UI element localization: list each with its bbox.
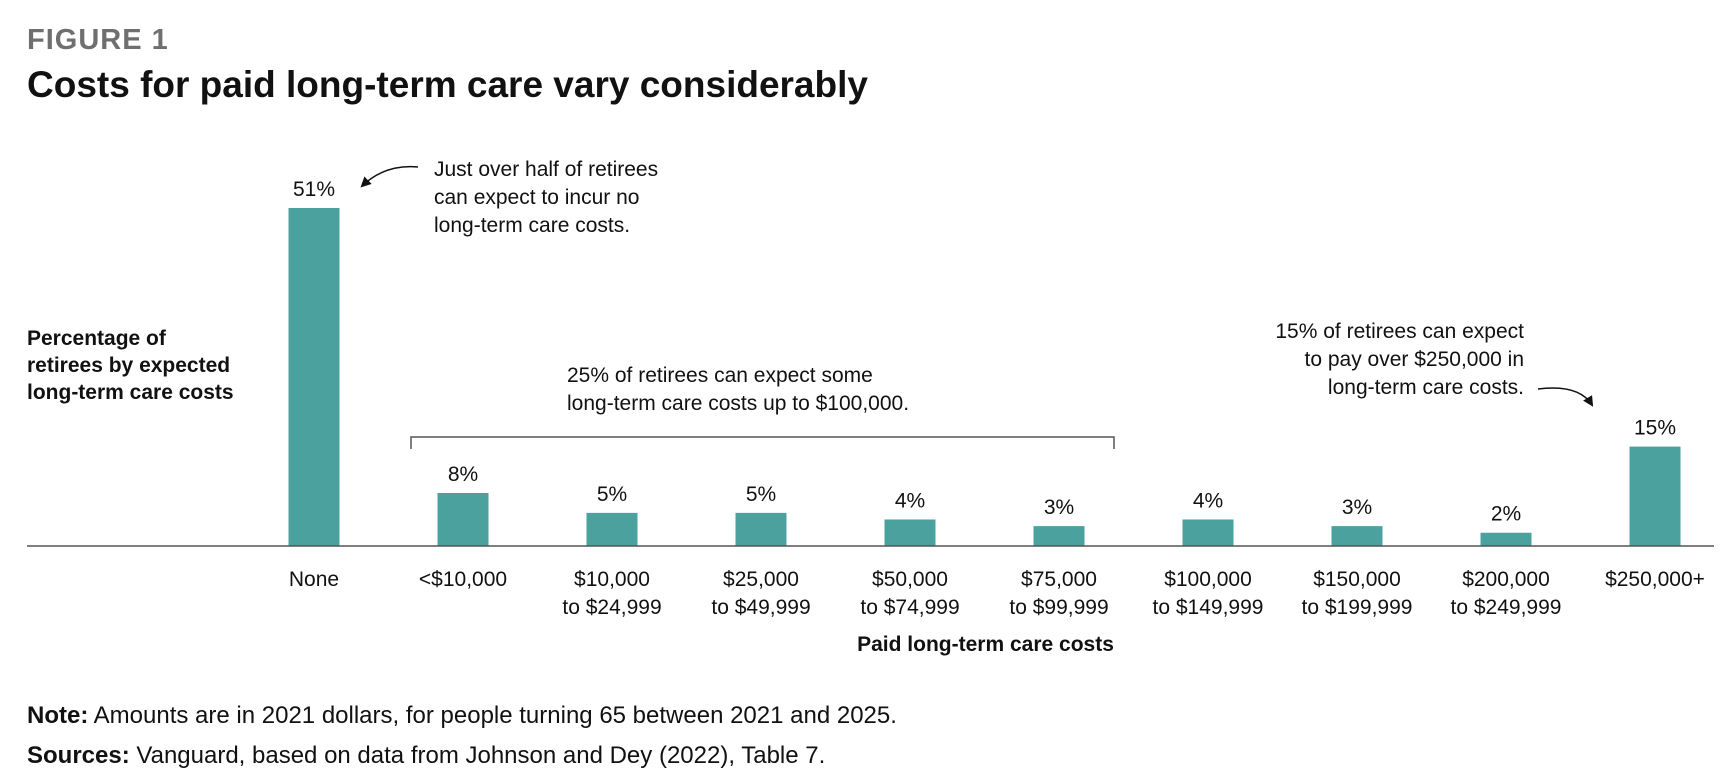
data-label: 2% bbox=[1491, 503, 1521, 526]
sources-label: Sources: bbox=[27, 742, 130, 769]
x-tick-label: $100,000 bbox=[1164, 568, 1252, 591]
x-tick-label: $50,000 bbox=[872, 568, 948, 591]
y-axis-label-line: retirees by expected bbox=[27, 354, 231, 377]
x-tick-label: None bbox=[289, 568, 339, 591]
bar bbox=[288, 208, 340, 546]
x-tick-label: $250,000+ bbox=[1605, 568, 1705, 591]
x-axis-label: Paid long-term care costs bbox=[857, 633, 1114, 656]
x-tick-label: <$10,000 bbox=[419, 568, 507, 591]
annotation-high-costs: 15% of retirees can expect to pay over $… bbox=[1180, 318, 1524, 402]
x-tick-label: to $149,999 bbox=[1153, 596, 1264, 619]
sources: Sources: Vanguard, based on data from Jo… bbox=[27, 742, 825, 770]
data-label: 5% bbox=[597, 483, 627, 506]
bar bbox=[1480, 532, 1532, 546]
annotation-line: 25% of retirees can expect some bbox=[567, 364, 873, 387]
annotation-no-costs: Just over half of retirees can expect to… bbox=[434, 156, 658, 240]
bar bbox=[1629, 446, 1681, 546]
bar bbox=[586, 512, 638, 546]
note-label: Note: bbox=[27, 702, 89, 729]
data-label: 4% bbox=[895, 489, 925, 512]
x-tick-label: $10,000 bbox=[574, 568, 650, 591]
annotation-line: long-term care costs up to $100,000. bbox=[567, 392, 910, 415]
y-axis-label-line: long-term care costs bbox=[27, 381, 234, 404]
annotation-line: to pay over $250,000 in bbox=[1304, 348, 1525, 371]
x-tick-label: to $249,999 bbox=[1451, 596, 1562, 619]
annotation-line: Just over half of retirees bbox=[434, 158, 659, 181]
sources-text: Vanguard, based on data from Johnson and… bbox=[129, 742, 826, 769]
bar bbox=[884, 519, 936, 546]
y-axis-label-line: Percentage of bbox=[27, 327, 166, 350]
bracket bbox=[410, 436, 1115, 449]
bar bbox=[1033, 526, 1085, 546]
x-tick-label: $150,000 bbox=[1313, 568, 1401, 591]
figure-label: FIGURE 1 bbox=[27, 24, 169, 56]
note: Note: Amounts are in 2021 dollars, for p… bbox=[27, 702, 897, 730]
data-label: 3% bbox=[1044, 496, 1074, 519]
x-tick-label: $200,000 bbox=[1462, 568, 1550, 591]
chart-title: Costs for paid long-term care vary consi… bbox=[27, 64, 868, 105]
data-label: 51% bbox=[293, 178, 335, 201]
annotation-line: can expect to incur no bbox=[434, 186, 640, 209]
x-tick-label: to $74,999 bbox=[860, 596, 959, 619]
bar bbox=[1331, 526, 1383, 546]
y-axis-label: Percentage of retirees by expected long-… bbox=[27, 325, 267, 406]
data-label: 4% bbox=[1193, 489, 1223, 512]
x-tick-label: to $99,999 bbox=[1009, 596, 1108, 619]
x-tick-label: to $199,999 bbox=[1302, 596, 1413, 619]
arrow-to-none-bar bbox=[360, 165, 419, 188]
data-label: 15% bbox=[1634, 417, 1676, 440]
bar bbox=[1182, 519, 1234, 546]
data-label: 8% bbox=[448, 463, 478, 486]
annotation-line: long-term care costs. bbox=[434, 214, 631, 237]
x-tick-label: to $24,999 bbox=[562, 596, 661, 619]
bar bbox=[437, 492, 489, 546]
note-text: Amounts are in 2021 dollars, for people … bbox=[88, 702, 897, 729]
bar bbox=[735, 512, 787, 546]
annotation-line: long-term care costs. bbox=[1327, 376, 1524, 399]
annotation-line: 15% of retirees can expect bbox=[1275, 320, 1524, 343]
data-label: 5% bbox=[746, 483, 776, 506]
x-tick-label: to $49,999 bbox=[711, 596, 810, 619]
data-label: 3% bbox=[1342, 496, 1372, 519]
arrow-to-high-bar bbox=[1537, 387, 1594, 407]
x-tick-label: $25,000 bbox=[723, 568, 799, 591]
x-tick-label: $75,000 bbox=[1021, 568, 1097, 591]
annotation-some-costs: 25% of retirees can expect some long-ter… bbox=[567, 362, 909, 418]
